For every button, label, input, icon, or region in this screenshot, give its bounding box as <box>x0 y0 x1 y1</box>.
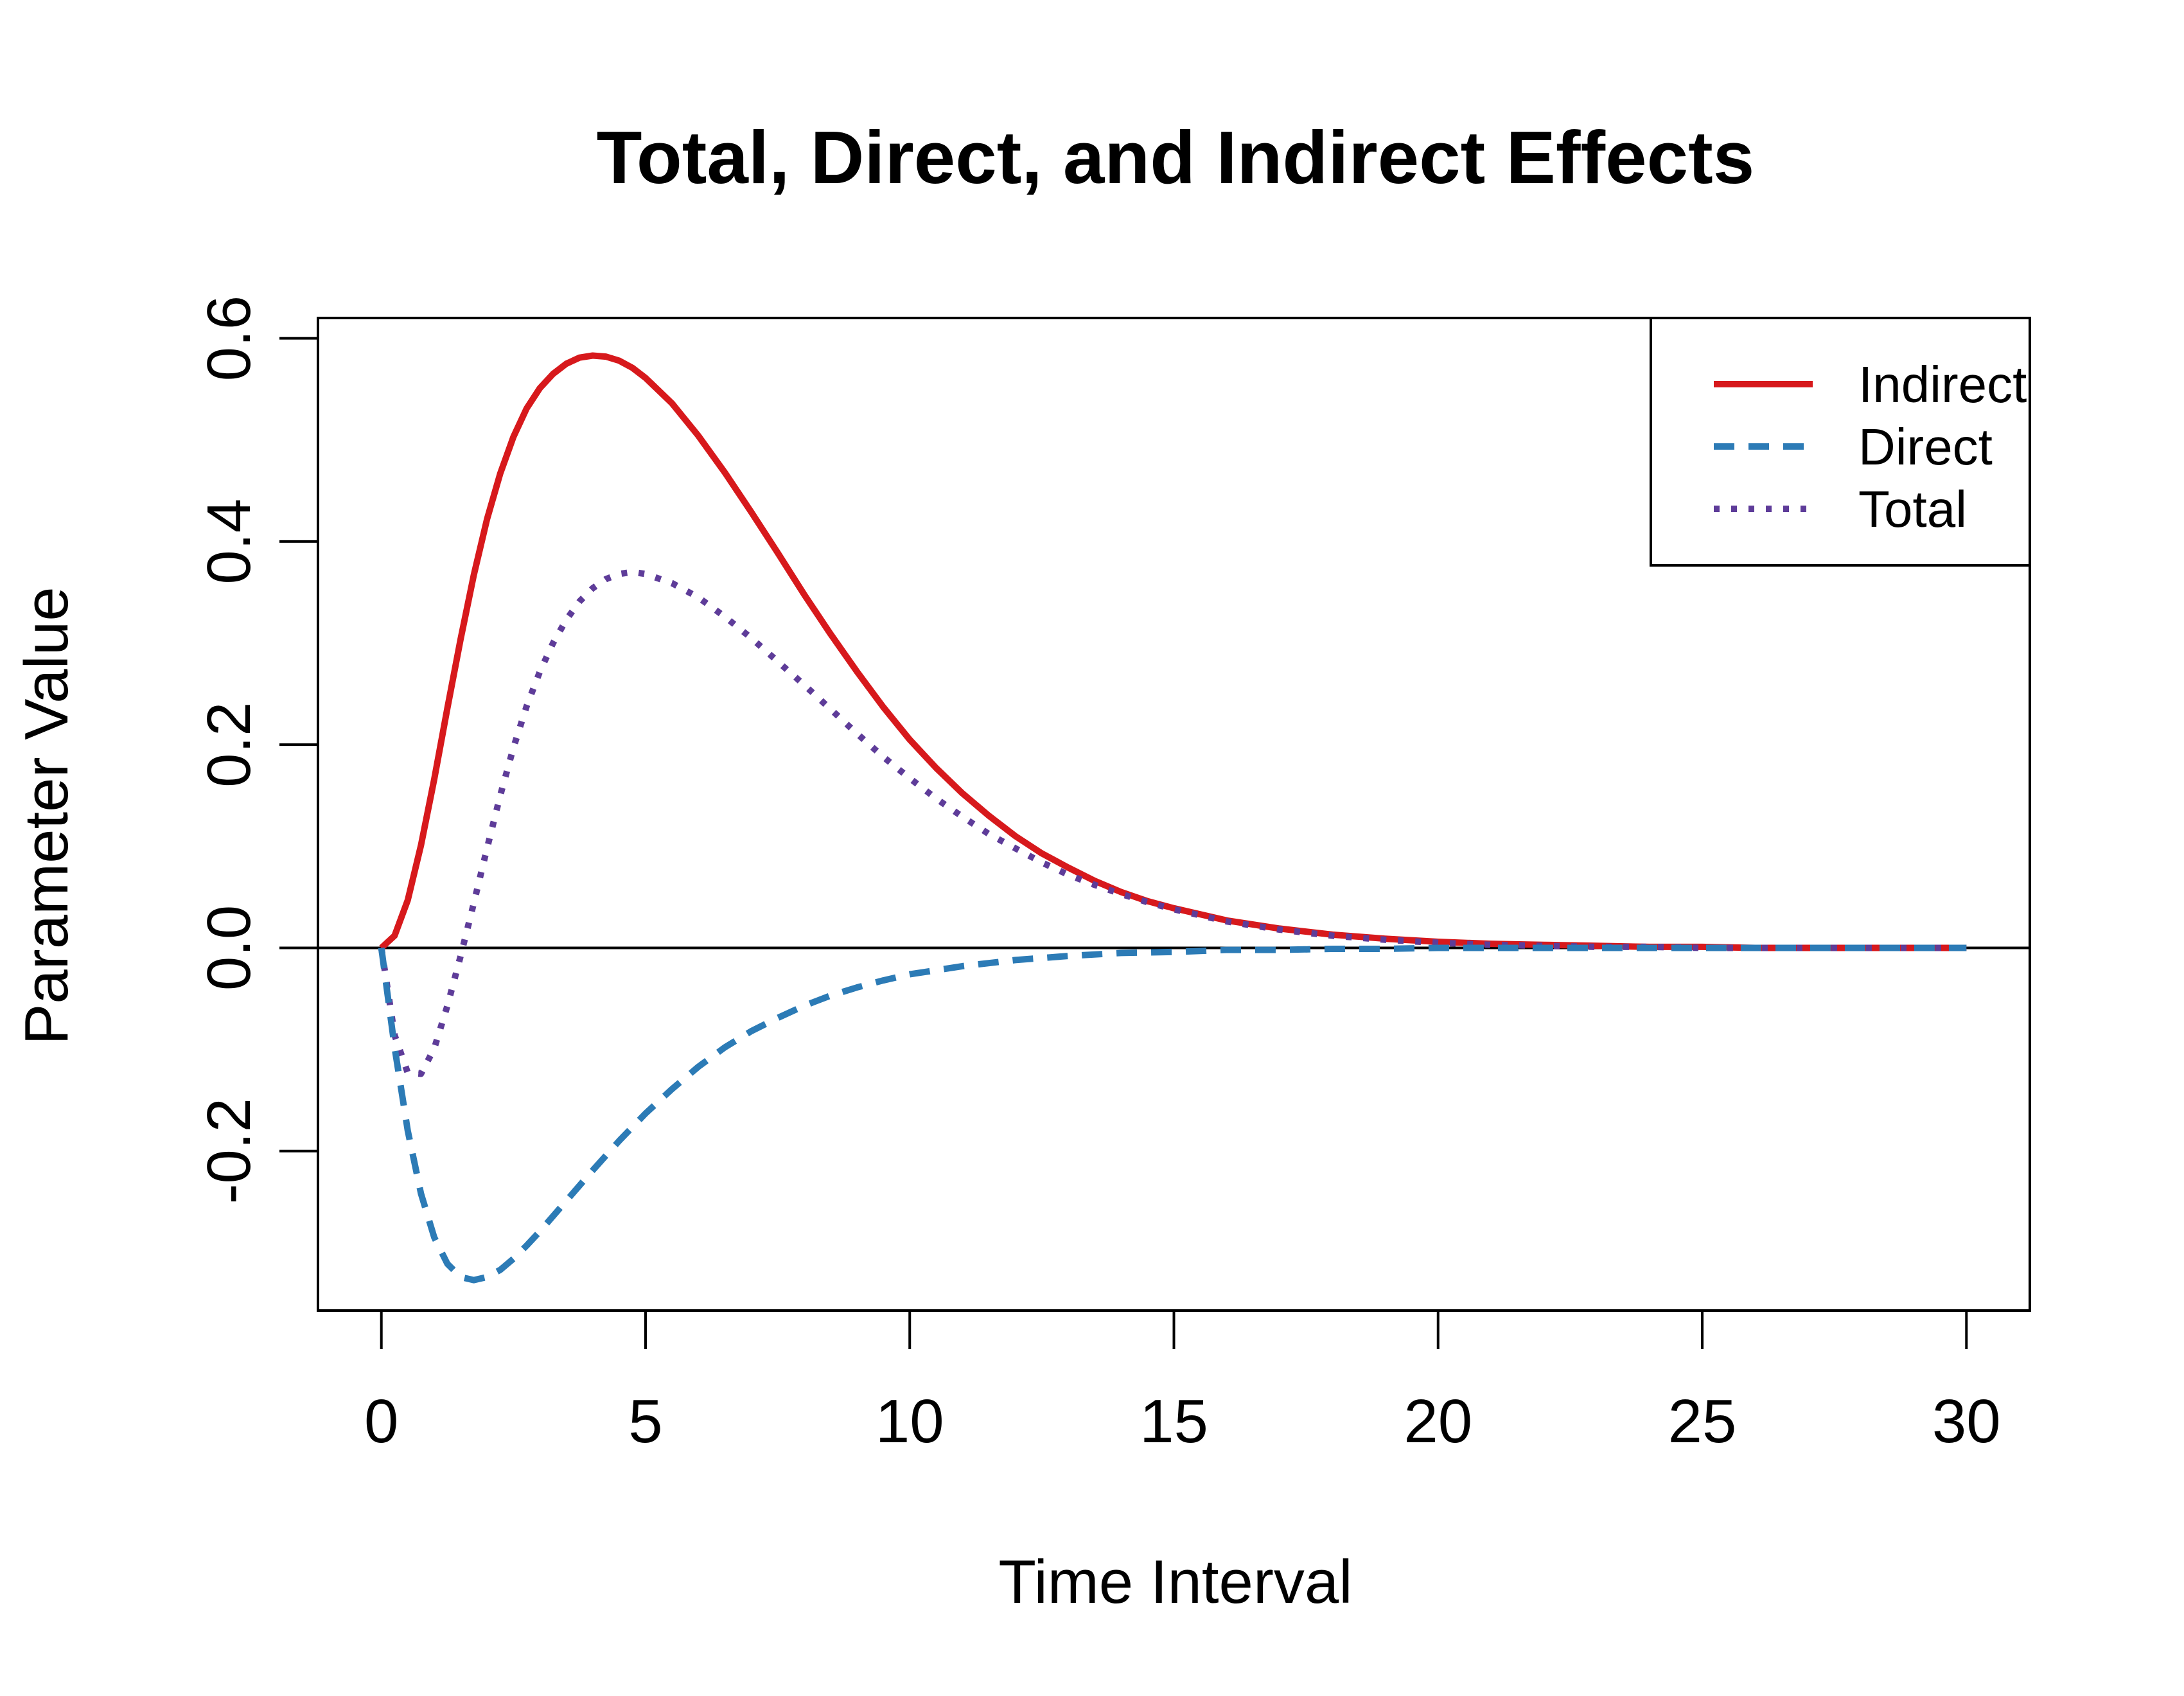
y-tick-label: -0.2 <box>195 1098 263 1204</box>
y-axis-title: Parameter Value <box>12 587 81 1045</box>
legend-label-indirect: Indirect <box>1858 356 2027 413</box>
x-tick-label: 5 <box>628 1387 662 1456</box>
legend-label-total: Total <box>1858 481 1967 538</box>
y-tick-label: 0.0 <box>195 905 263 991</box>
x-tick-label: 30 <box>1932 1387 2001 1456</box>
legend-label-direct: Direct <box>1858 418 1993 475</box>
x-axis: 0 5 10 15 20 25 30 <box>364 1309 2001 1456</box>
x-tick-label: 20 <box>1404 1387 1472 1456</box>
y-tick-label: 0.4 <box>195 499 263 584</box>
x-tick-label: 10 <box>876 1387 944 1456</box>
y-tick-label: 0.6 <box>195 296 263 381</box>
x-tick-label: 25 <box>1668 1387 1737 1456</box>
x-axis-title: Time Interval <box>998 1548 1352 1616</box>
y-tick-label: 0.2 <box>195 702 263 787</box>
series-line-direct <box>378 944 1967 1284</box>
x-tick-label: 0 <box>364 1387 398 1456</box>
series-line-indirect <box>379 352 1967 951</box>
legend-box <box>1650 317 2031 567</box>
chart-title: Total, Direct, and Indirect Effects <box>597 116 1755 199</box>
x-tick-label: 15 <box>1140 1387 1208 1456</box>
plot-frame <box>317 317 2031 1312</box>
series-group <box>378 352 1967 1284</box>
